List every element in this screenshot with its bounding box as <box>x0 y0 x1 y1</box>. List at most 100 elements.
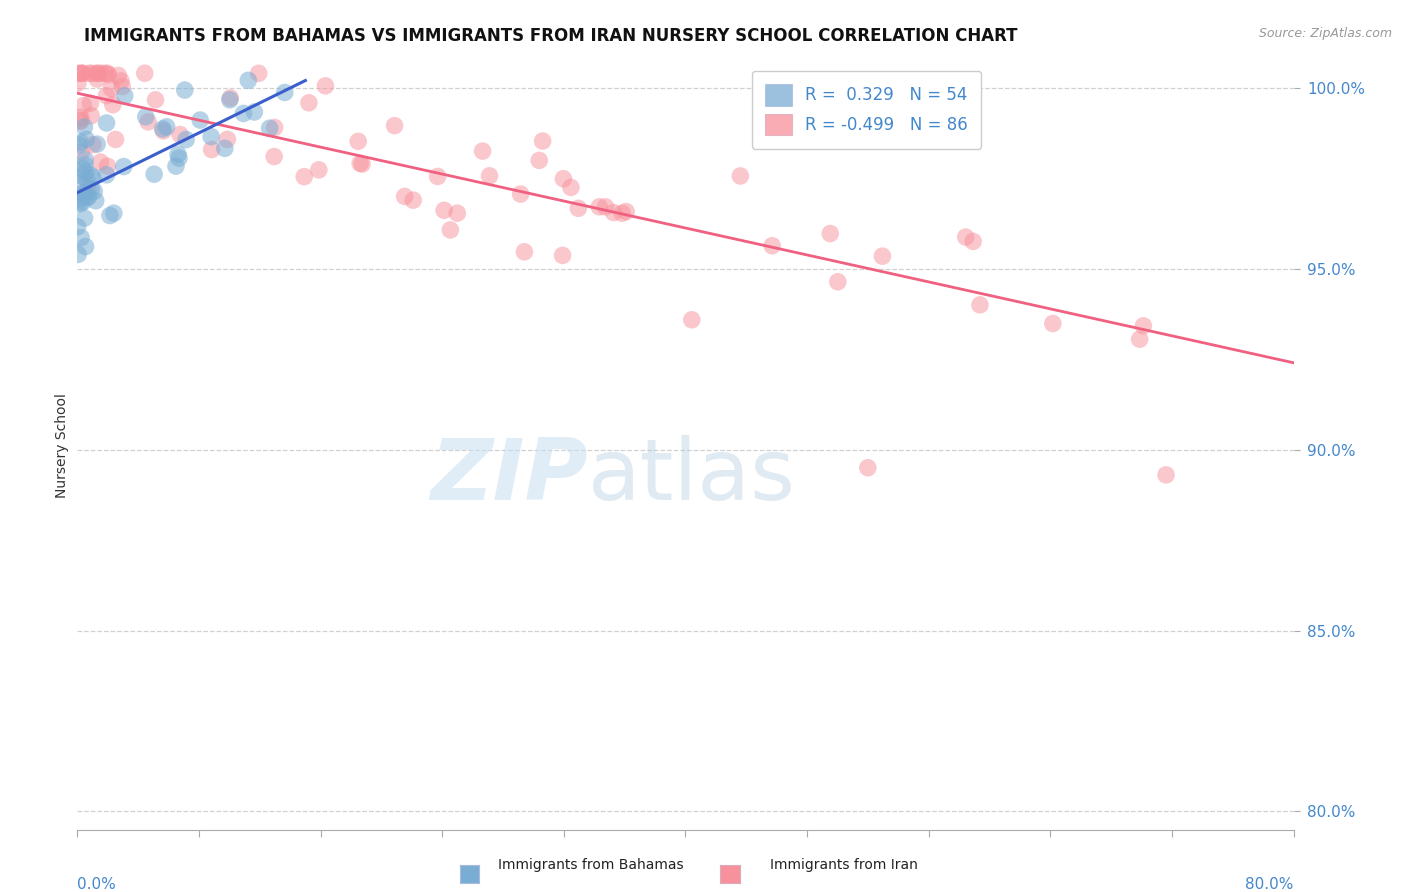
Point <box>595 200 617 214</box>
Point <box>818 227 841 241</box>
Point <box>529 153 551 168</box>
Point <box>551 248 574 262</box>
Point <box>72 194 94 209</box>
Point <box>94 66 117 80</box>
Point <box>96 168 118 182</box>
Point <box>214 141 236 155</box>
Point <box>80 182 103 196</box>
Point <box>218 93 240 107</box>
Point <box>384 119 406 133</box>
Point <box>82 170 104 185</box>
Text: Source: ZipAtlas.com: Source: ZipAtlas.com <box>1258 27 1392 40</box>
Point <box>66 76 89 90</box>
Point <box>70 230 93 244</box>
Point <box>77 190 100 204</box>
Point <box>72 98 94 112</box>
Point <box>292 169 315 184</box>
Point <box>110 74 132 88</box>
Point <box>217 132 239 146</box>
Point <box>602 205 624 219</box>
Point <box>439 223 461 237</box>
Text: 0.0%: 0.0% <box>77 877 117 892</box>
Point <box>72 66 94 80</box>
Point <box>169 128 191 142</box>
Point <box>155 120 177 134</box>
Point <box>82 137 104 152</box>
Point <box>188 113 211 128</box>
Text: 80.0%: 80.0% <box>1246 877 1294 892</box>
Point <box>75 186 97 200</box>
Text: ZIP: ZIP <box>430 435 588 518</box>
Point <box>89 155 111 169</box>
Point <box>247 66 270 80</box>
Point <box>238 73 260 87</box>
Point <box>446 206 468 220</box>
Point <box>67 177 90 191</box>
Point <box>969 298 991 312</box>
Point <box>531 134 554 148</box>
Point <box>112 160 135 174</box>
Point <box>219 91 242 105</box>
Point <box>75 239 97 253</box>
Point <box>70 145 93 160</box>
Point <box>69 110 91 124</box>
Point <box>478 169 501 183</box>
Point <box>69 191 91 205</box>
Point <box>86 66 108 80</box>
Point <box>98 209 121 223</box>
Point <box>101 97 124 112</box>
Point <box>588 200 610 214</box>
Point <box>83 184 105 198</box>
Point <box>76 190 98 204</box>
Point <box>827 275 849 289</box>
Point <box>232 106 254 120</box>
Point <box>394 189 416 203</box>
Point <box>174 132 197 146</box>
Point <box>75 165 97 179</box>
Text: Immigrants from Iran: Immigrants from Iran <box>769 858 918 872</box>
Point <box>69 114 91 128</box>
Point <box>75 153 97 167</box>
Point <box>610 206 633 220</box>
Point <box>352 157 374 171</box>
Point <box>200 129 222 144</box>
Point <box>80 109 103 123</box>
Point <box>134 66 156 80</box>
Point <box>201 143 224 157</box>
Point <box>761 239 783 253</box>
Point <box>553 171 575 186</box>
Point <box>70 66 93 80</box>
Point <box>567 202 589 216</box>
Point <box>426 169 449 184</box>
Text: atlas: atlas <box>588 435 796 518</box>
Point <box>402 193 425 207</box>
Point <box>114 88 136 103</box>
Point <box>69 113 91 128</box>
Point <box>77 182 100 196</box>
Point <box>1042 317 1064 331</box>
Point <box>1154 467 1177 482</box>
Point <box>513 244 536 259</box>
Point <box>681 313 703 327</box>
Point <box>298 95 321 110</box>
Point <box>259 121 281 136</box>
Point <box>86 66 108 80</box>
Point <box>96 159 118 173</box>
Point <box>100 81 122 95</box>
Point <box>69 136 91 150</box>
Point <box>77 66 100 80</box>
Point <box>80 66 103 80</box>
Point <box>145 93 167 107</box>
Point <box>67 195 90 210</box>
Point <box>66 66 89 80</box>
Point <box>76 173 98 187</box>
Point <box>872 249 894 263</box>
Point <box>80 169 103 183</box>
Point <box>143 167 166 181</box>
Point <box>111 79 134 94</box>
Point <box>69 66 91 80</box>
Point <box>560 180 582 194</box>
Point <box>86 137 108 152</box>
Point <box>471 144 494 158</box>
Point <box>167 151 190 165</box>
